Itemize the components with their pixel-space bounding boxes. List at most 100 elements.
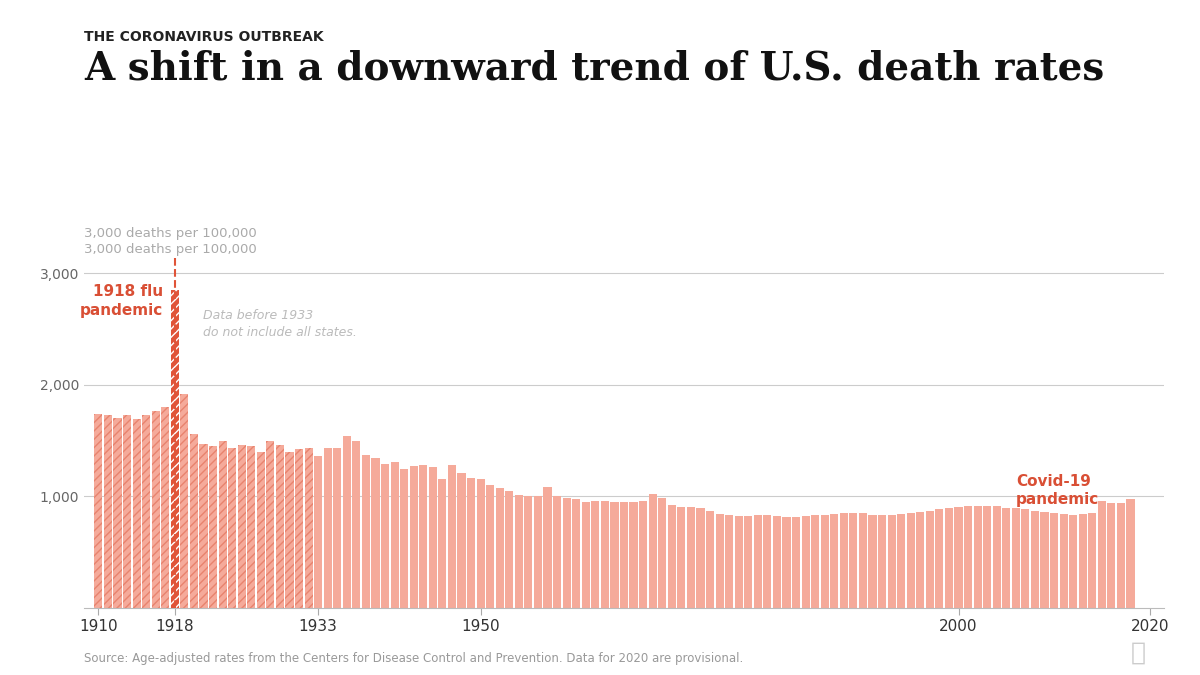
Bar bbox=[199, 443, 208, 608]
Bar bbox=[190, 433, 198, 608]
Bar bbox=[334, 448, 341, 608]
Bar bbox=[104, 414, 112, 608]
Bar bbox=[677, 507, 685, 608]
Bar bbox=[821, 515, 829, 608]
Bar bbox=[1050, 513, 1058, 608]
Bar bbox=[935, 510, 943, 608]
Bar bbox=[1088, 513, 1097, 608]
Bar bbox=[457, 472, 466, 608]
Bar bbox=[305, 448, 313, 608]
Bar bbox=[754, 515, 762, 608]
Bar bbox=[763, 515, 772, 608]
Bar bbox=[859, 513, 866, 608]
Bar bbox=[122, 414, 131, 608]
Bar bbox=[324, 448, 331, 608]
Bar bbox=[476, 479, 485, 608]
Bar bbox=[180, 394, 188, 608]
Bar bbox=[209, 446, 217, 608]
Bar bbox=[372, 458, 379, 608]
Text: Source: Age-adjusted rates from the Centers for Disease Control and Prevention. : Source: Age-adjusted rates from the Cent… bbox=[84, 652, 743, 665]
Bar bbox=[266, 441, 275, 608]
Bar bbox=[151, 411, 160, 608]
Bar bbox=[620, 502, 628, 608]
Bar bbox=[104, 414, 112, 608]
Bar bbox=[696, 508, 704, 608]
Bar bbox=[400, 469, 408, 608]
Bar bbox=[247, 446, 256, 608]
Bar bbox=[209, 446, 217, 608]
Bar bbox=[353, 441, 360, 608]
Bar bbox=[1012, 508, 1020, 608]
Text: Data before 1933
do not include all states.: Data before 1933 do not include all stat… bbox=[204, 309, 358, 339]
Bar bbox=[917, 512, 924, 608]
Bar bbox=[295, 450, 304, 608]
Bar bbox=[161, 407, 169, 608]
Bar bbox=[811, 515, 820, 608]
Bar bbox=[266, 441, 275, 608]
Bar bbox=[419, 465, 427, 608]
Bar bbox=[658, 498, 666, 608]
Bar bbox=[438, 479, 446, 608]
Bar bbox=[247, 446, 256, 608]
Bar bbox=[467, 479, 475, 608]
Bar bbox=[1021, 510, 1030, 608]
Bar bbox=[572, 500, 581, 608]
Bar bbox=[592, 501, 599, 608]
Bar bbox=[1031, 510, 1039, 608]
Bar bbox=[428, 467, 437, 608]
Bar bbox=[257, 452, 265, 608]
Bar bbox=[524, 496, 533, 608]
Bar bbox=[983, 506, 991, 608]
Bar bbox=[744, 516, 752, 608]
Bar bbox=[382, 464, 389, 608]
Bar bbox=[734, 516, 743, 608]
Bar bbox=[151, 411, 160, 608]
Bar bbox=[409, 466, 418, 608]
Bar bbox=[869, 515, 876, 608]
Bar bbox=[1040, 512, 1049, 608]
Bar bbox=[1127, 500, 1135, 608]
Bar bbox=[1002, 508, 1010, 608]
Bar bbox=[850, 513, 858, 608]
Bar bbox=[1117, 503, 1126, 608]
Bar bbox=[992, 506, 1001, 608]
Bar bbox=[667, 505, 676, 608]
Bar bbox=[601, 501, 608, 608]
Bar bbox=[830, 514, 839, 608]
Bar bbox=[725, 515, 733, 608]
Bar bbox=[630, 502, 637, 608]
Bar bbox=[944, 508, 953, 608]
Bar bbox=[773, 516, 781, 608]
Bar bbox=[142, 414, 150, 608]
Bar bbox=[390, 462, 398, 608]
Bar bbox=[362, 455, 370, 608]
Bar bbox=[170, 290, 179, 608]
Bar bbox=[218, 441, 227, 608]
Bar bbox=[954, 507, 962, 608]
Bar bbox=[305, 448, 313, 608]
Bar bbox=[964, 506, 972, 608]
Bar bbox=[276, 445, 284, 608]
Bar bbox=[792, 517, 800, 608]
Bar bbox=[563, 498, 571, 608]
Bar bbox=[314, 456, 323, 608]
Bar bbox=[544, 487, 552, 608]
Bar bbox=[199, 443, 208, 608]
Bar bbox=[180, 394, 188, 608]
Bar bbox=[649, 494, 656, 608]
Bar bbox=[486, 485, 494, 608]
Text: 1918 flu
pandemic: 1918 flu pandemic bbox=[80, 284, 163, 318]
Bar bbox=[686, 507, 695, 608]
Bar bbox=[496, 488, 504, 608]
Bar bbox=[925, 510, 934, 608]
Bar bbox=[142, 414, 150, 608]
Bar bbox=[95, 414, 102, 608]
Bar bbox=[611, 502, 618, 608]
Bar bbox=[1079, 514, 1087, 608]
Bar bbox=[878, 515, 886, 608]
Bar bbox=[898, 514, 905, 608]
Bar bbox=[782, 517, 791, 608]
Bar bbox=[706, 510, 714, 608]
Bar bbox=[973, 506, 982, 608]
Text: THE CORONAVIRUS OUTBREAK: THE CORONAVIRUS OUTBREAK bbox=[84, 30, 324, 44]
